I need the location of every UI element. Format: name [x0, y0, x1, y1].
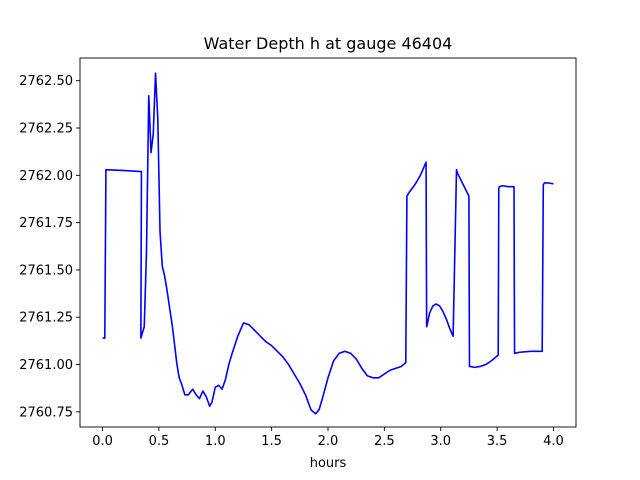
y-tick-label: 2762.50 — [19, 74, 73, 89]
chart-title: Water Depth h at gauge 46404 — [204, 34, 453, 53]
x-tick-label: 3.0 — [430, 434, 451, 449]
x-axis-label: hours — [310, 456, 347, 471]
x-tick-label: 1.5 — [261, 434, 282, 449]
x-tick-label: 4.0 — [543, 434, 564, 449]
series-line — [102, 72, 554, 415]
x-tick-label: 3.5 — [487, 434, 508, 449]
y-tick-label: 2761.00 — [19, 358, 73, 373]
y-tick-label: 2762.25 — [19, 122, 73, 137]
y-tick-label: 2761.25 — [19, 311, 73, 326]
x-tick-label: 2.5 — [374, 434, 395, 449]
x-tick-label: 2.0 — [318, 434, 339, 449]
y-tick-label: 2760.75 — [19, 405, 73, 420]
y-tick-label: 2761.75 — [19, 216, 73, 231]
y-tick-label: 2761.50 — [19, 263, 73, 278]
y-tick-label: 2762.00 — [19, 169, 73, 184]
y-axis: 2760.75 2761.00 2761.25 2761.50 2761.75 2762.… — [19, 74, 80, 420]
x-tick-label: 0.5 — [149, 434, 170, 449]
x-tick-label: 1.0 — [205, 434, 226, 449]
x-axis: 0.0 0.5 1.0 1.5 2.0 2.5 3.0 3.5 4.0 — [92, 427, 564, 449]
x-tick-label: 0.0 — [92, 434, 113, 449]
